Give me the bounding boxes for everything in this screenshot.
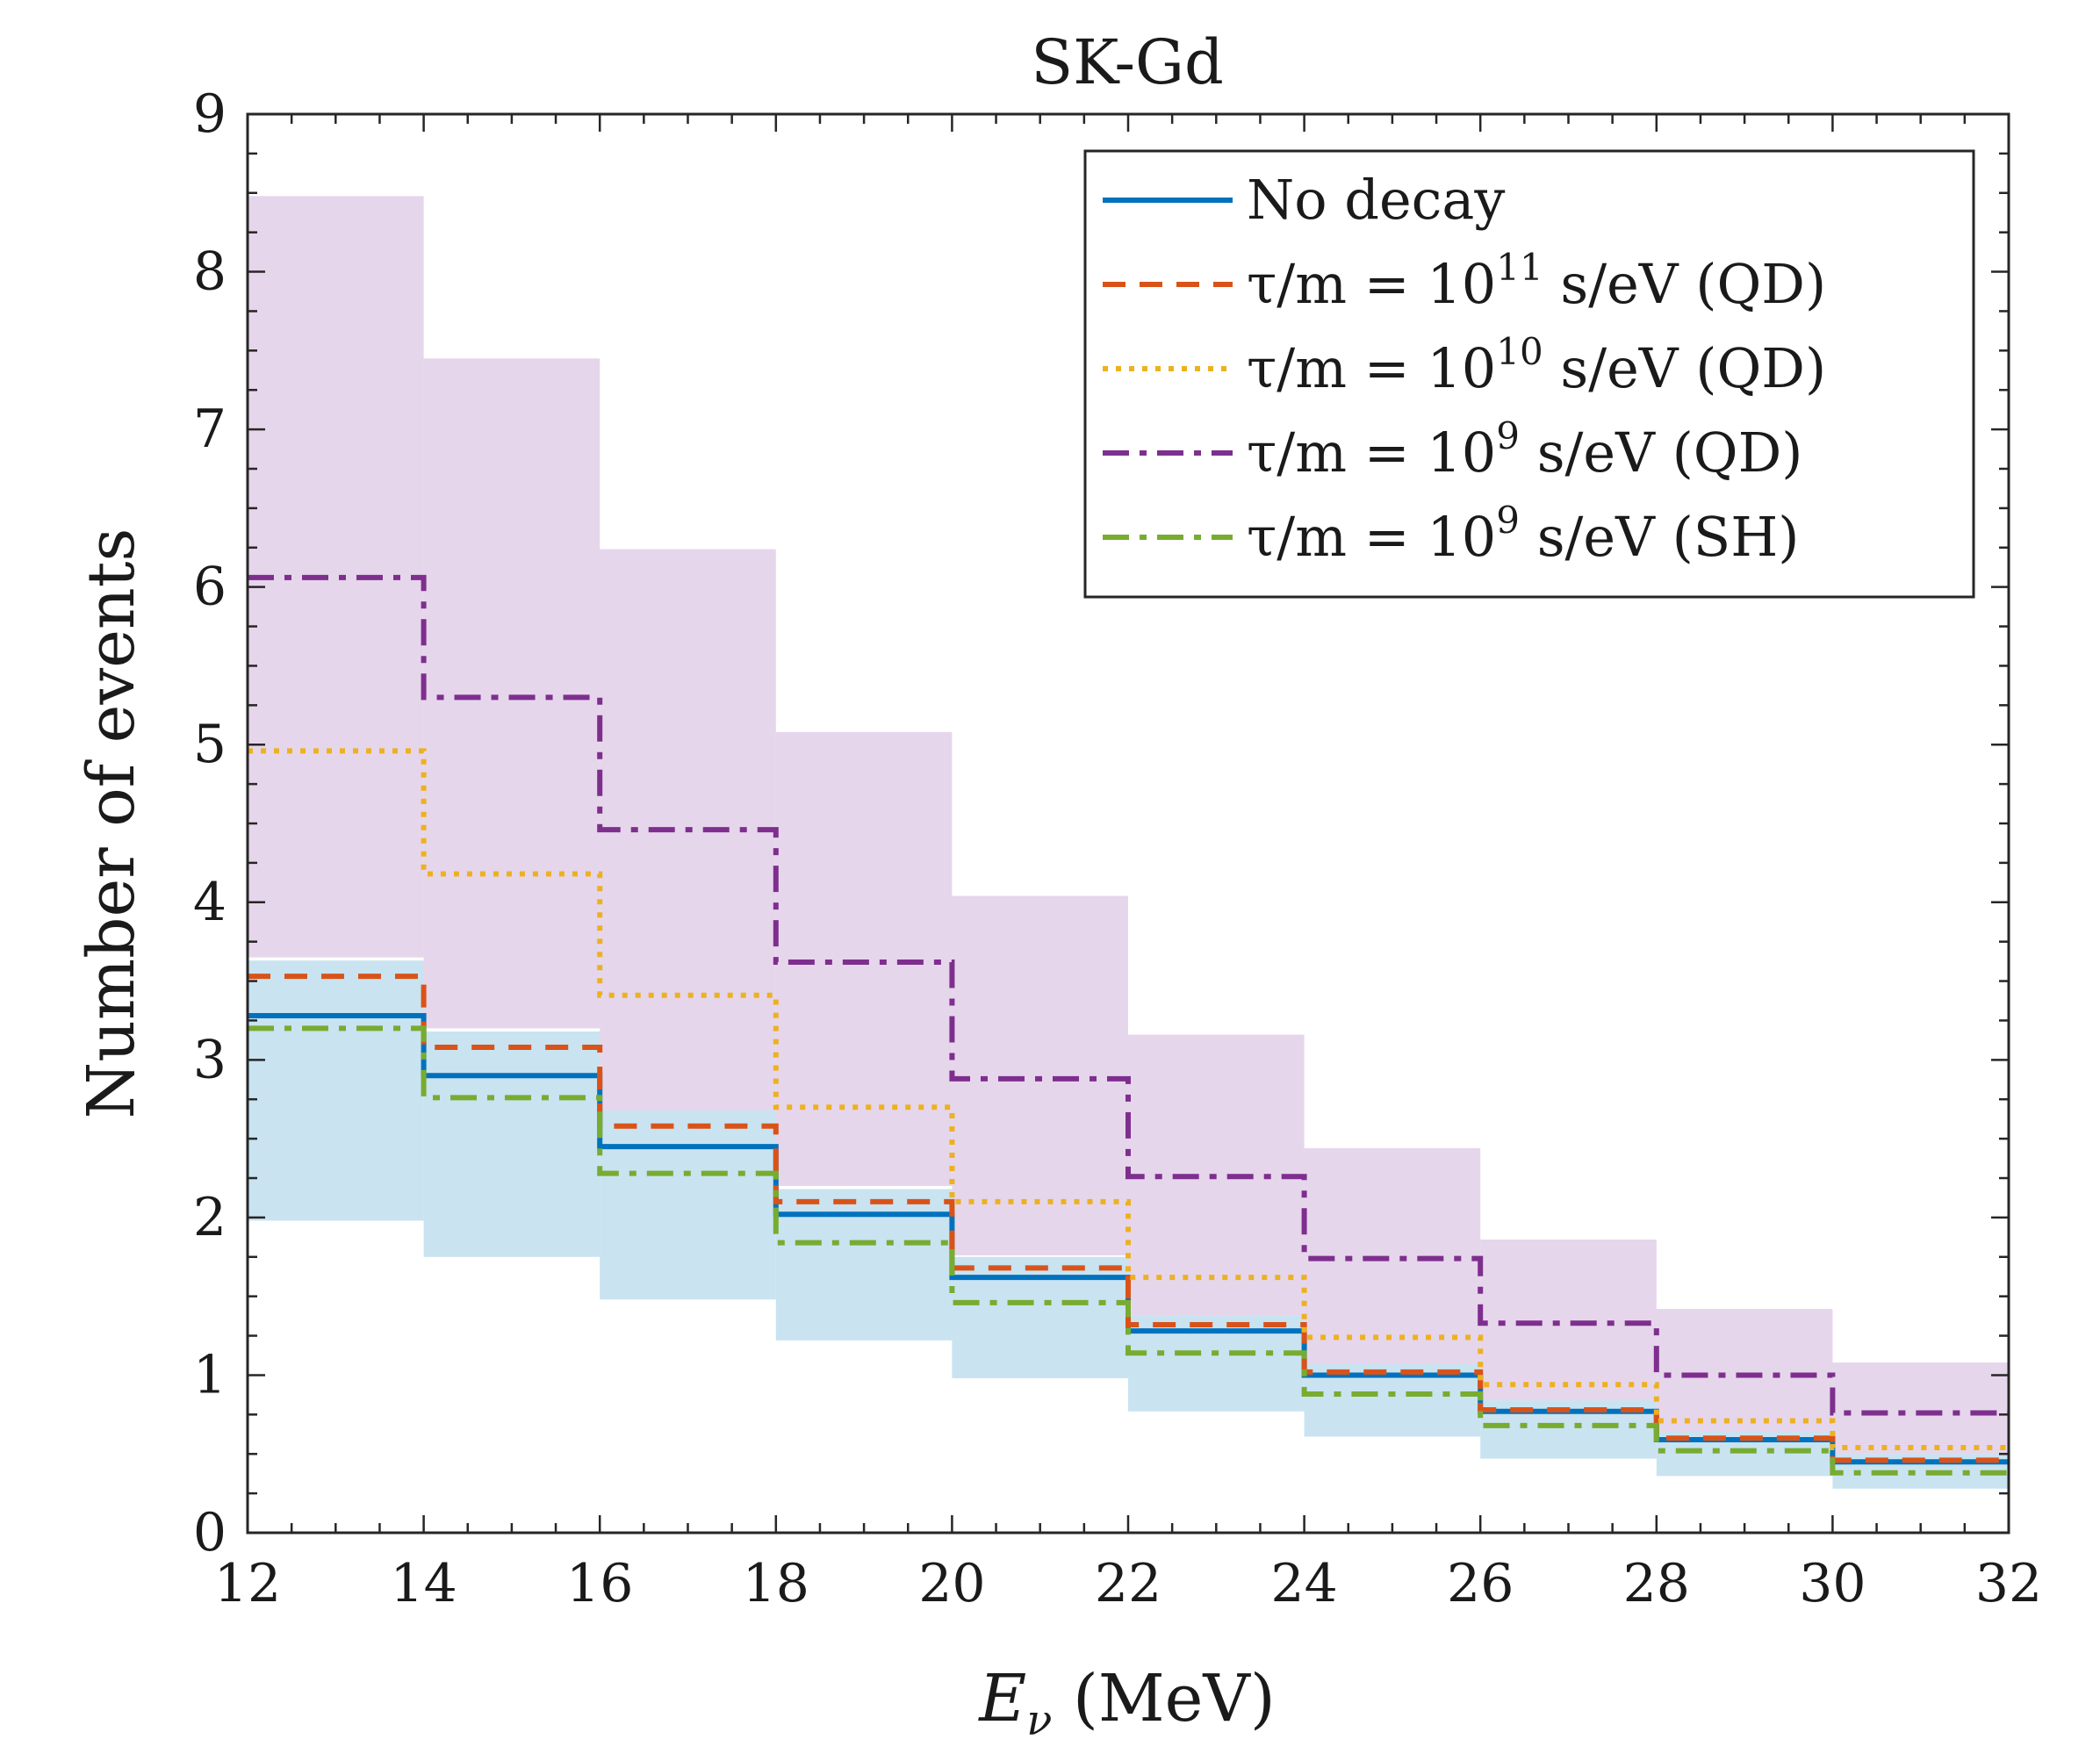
- legend-label-0: No decay: [1247, 168, 1505, 232]
- band-1-bin-8: [1656, 1309, 1833, 1433]
- legend-label-suffix: s/eV (QD): [1543, 336, 1827, 400]
- y-tick-label: 9: [193, 83, 227, 145]
- x-tick-label: 12: [214, 1553, 281, 1614]
- legend-label-1: τ/m = 1011 s/eV (QD): [1247, 246, 1826, 316]
- legend-label-prefix: τ/m = 10: [1247, 336, 1496, 400]
- series-line-4: [248, 1025, 2009, 1476]
- x-tick-label: 16: [566, 1553, 633, 1614]
- band-2-bin-0: [248, 808, 424, 960]
- x-tick-label: 18: [743, 1553, 809, 1614]
- x-tick-label: 28: [1623, 1553, 1690, 1614]
- legend-label-exponent: 11: [1496, 246, 1543, 289]
- band-1-bin-1: [423, 358, 601, 1029]
- x-tick-label: 20: [918, 1553, 985, 1614]
- x-tick-label: 30: [1799, 1553, 1866, 1614]
- band-2-bin-8: [1657, 1404, 1833, 1432]
- band-0-bin-2: [600, 1110, 776, 1300]
- y-tick-label: 4: [193, 872, 227, 933]
- band-1-bin-4: [952, 895, 1128, 1255]
- y-tick-label: 2: [193, 1187, 227, 1248]
- y-axis-label: Number of events: [74, 528, 149, 1119]
- legend-label-exponent: 9: [1496, 499, 1520, 542]
- x-axis-symbol: E: [977, 1661, 1026, 1736]
- band-1-bin-9: [1832, 1362, 2009, 1455]
- band-2-bin-2: [600, 994, 776, 1111]
- x-axis-unit: (MeV): [1052, 1661, 1275, 1736]
- y-tick-label: 3: [193, 1029, 227, 1090]
- legend-label-3: τ/m = 109 s/eV (QD): [1247, 414, 1803, 485]
- chart-title: SK-Gd: [1031, 26, 1224, 98]
- band-2-bin-5: [1128, 1252, 1305, 1315]
- y-tick-label: 8: [193, 241, 227, 303]
- x-tick-label: 26: [1447, 1553, 1514, 1614]
- legend-label-4: τ/m = 109 s/eV (SH): [1247, 499, 1800, 569]
- series-lines: [248, 574, 2009, 1476]
- legend-label-prefix: τ/m = 10: [1247, 420, 1496, 485]
- legend-label-exponent: 10: [1496, 330, 1543, 373]
- x-tick-label: 32: [1975, 1553, 2042, 1614]
- legend-label-2: τ/m = 1010 s/eV (QD): [1247, 330, 1826, 400]
- x-tick-label: 14: [390, 1553, 457, 1614]
- band-0-bin-0: [248, 960, 424, 1221]
- y-tick-label: 5: [193, 714, 227, 775]
- plot-frame: [246, 112, 2010, 1535]
- legend-label-prefix: τ/m = 10: [1247, 505, 1496, 569]
- y-tick-label: 0: [193, 1502, 227, 1563]
- legend-label-suffix: s/eV (SH): [1520, 505, 1800, 569]
- band-1-bin-7: [1480, 1240, 1657, 1401]
- x-tick-label: 24: [1270, 1553, 1337, 1614]
- legend-label-exponent: 9: [1496, 414, 1520, 457]
- x-axis-label: Eν (MeV): [977, 1661, 1276, 1745]
- legend-label-prefix: τ/m = 10: [1247, 252, 1496, 316]
- legend-label-prefix: No decay: [1247, 168, 1505, 232]
- legend-box: [1083, 149, 1975, 599]
- band-1-bin-3: [775, 731, 953, 1186]
- y-tick-label: 6: [193, 557, 227, 618]
- x-axis-subscript: ν: [1026, 1696, 1052, 1745]
- legend-label-suffix: s/eV (QD): [1543, 252, 1827, 316]
- legend-label-suffix: s/eV (QD): [1520, 420, 1803, 485]
- series-line-3: [248, 574, 2009, 1416]
- uncertainty-bands: [248, 196, 2009, 1489]
- y-tick-label: 1: [193, 1344, 227, 1405]
- band-2-bin-1: [424, 893, 601, 1031]
- y-tick-label: 7: [193, 399, 227, 460]
- band-0-bin-1: [423, 1031, 601, 1257]
- band-2-bin-4: [952, 1178, 1128, 1257]
- x-tick-label: 22: [1095, 1553, 1161, 1614]
- band-2-bin-9: [1832, 1434, 2009, 1454]
